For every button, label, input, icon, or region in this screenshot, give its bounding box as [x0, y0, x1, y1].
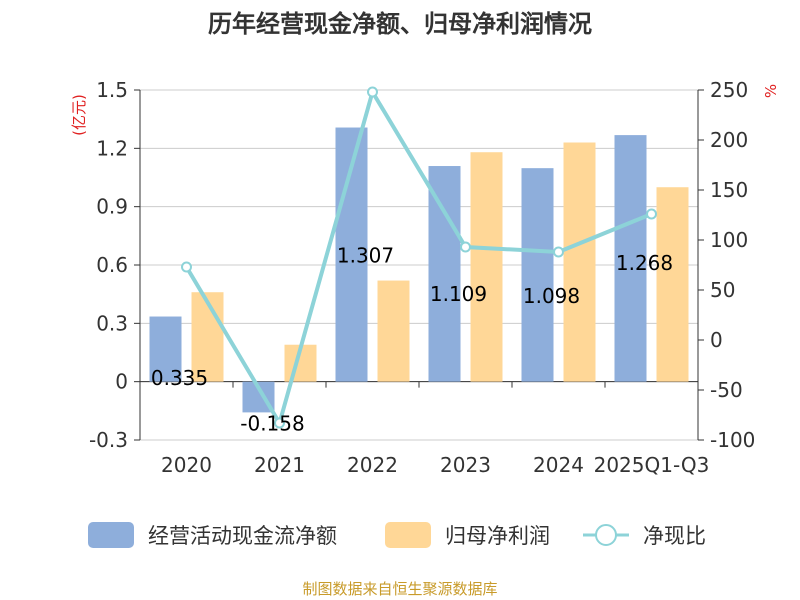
bar — [614, 135, 647, 382]
right-tick-label: 100 — [710, 228, 748, 252]
right-tick-label: -50 — [710, 378, 743, 402]
bar — [428, 166, 461, 382]
bar — [521, 168, 554, 382]
x-tick-label: 2023 — [440, 453, 491, 477]
line-point — [646, 208, 657, 220]
legend-label: 归母净利润 — [445, 524, 550, 548]
bar — [656, 187, 689, 382]
bar-data-label: 0.335 — [151, 366, 208, 390]
legend-label: 净现比 — [643, 524, 706, 548]
left-tick-label: 1.5 — [96, 78, 128, 102]
bar-data-label: -0.158 — [240, 411, 304, 435]
bars — [149, 127, 689, 413]
bar-data-label: 1.268 — [616, 251, 673, 275]
line-point — [460, 241, 471, 253]
bar — [191, 292, 224, 382]
right-tick-label: 250 — [710, 78, 748, 102]
legend: 经营活动现金流净额 归母净利润 净现比 — [88, 522, 706, 548]
right-tick-label: -100 — [710, 428, 755, 452]
data-labels: 0.335 -0.158 1.307 1.109 1.098 1.268 — [151, 244, 673, 436]
right-tick-label: 50 — [710, 278, 735, 302]
bar — [563, 142, 596, 382]
x-tick-label: 2025Q1-Q3 — [594, 453, 710, 477]
legend-swatch — [385, 522, 431, 548]
x-tick-label: 2020 — [161, 453, 212, 477]
line-point — [553, 246, 564, 258]
left-tick-label: 0.9 — [96, 195, 128, 219]
x-tick-label: 2021 — [254, 453, 305, 477]
left-axis-unit: (亿元) — [70, 94, 88, 136]
bar-data-label: 1.098 — [523, 284, 580, 308]
bar-data-label: 1.307 — [337, 244, 394, 268]
line-point — [274, 417, 285, 429]
right-axis-unit: % — [762, 84, 780, 98]
line-point — [367, 86, 378, 98]
x-tick-label: 2024 — [533, 453, 584, 477]
right-tick-label: 150 — [710, 178, 748, 202]
left-tick-label: 0.3 — [96, 311, 128, 335]
line-point — [181, 261, 192, 273]
legend-marker — [595, 524, 617, 546]
left-tick-label: 0.6 — [96, 253, 128, 277]
left-tick-label: -0.3 — [89, 428, 128, 452]
right-tick-label: 0 — [710, 328, 723, 352]
bar — [149, 316, 182, 382]
x-tick-label: 2022 — [347, 453, 398, 477]
bar-data-label: 1.109 — [430, 282, 487, 306]
left-tick-label: 1.2 — [96, 136, 128, 160]
left-tick-label: 0 — [115, 370, 128, 394]
bar — [470, 152, 503, 382]
chart-title: 历年经营现金净额、归母净利润情况 — [208, 10, 592, 38]
axes: 1.5 1.2 0.9 0.6 0.3 0 -0.3 250 200 150 100 50 0 -50 -1… — [89, 78, 755, 477]
right-tick-label: 200 — [710, 128, 748, 152]
legend-swatch — [88, 522, 134, 548]
bar — [377, 280, 410, 382]
line-series — [181, 86, 657, 429]
line-path — [184, 86, 653, 429]
legend-label: 经营活动现金流净额 — [148, 524, 337, 548]
source-note: 制图数据来自恒生聚源数据库 — [302, 580, 497, 598]
